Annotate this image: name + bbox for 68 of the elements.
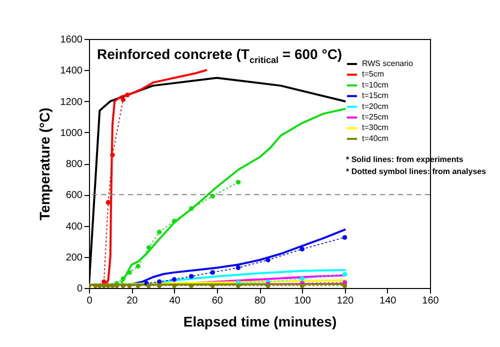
point	[97, 283, 102, 288]
point	[342, 272, 348, 277]
text: Reinforced concrete (T$_{critical}$ = 600 °C)	[97, 46, 342, 65]
point	[236, 265, 241, 270]
point	[127, 283, 132, 288]
point	[156, 230, 162, 234]
legend-label: t=30cm	[362, 123, 389, 132]
point	[156, 283, 162, 288]
point	[172, 277, 177, 282]
x-tick-label: 80	[254, 296, 266, 306]
legend-label: t=40cm	[362, 134, 389, 143]
y-tick-label: 1000	[60, 128, 83, 139]
y-tick-label: 400	[66, 221, 83, 232]
point	[188, 283, 194, 288]
point	[102, 279, 106, 284]
x-tick-label: 140	[380, 296, 397, 306]
legend-label: t=15cm	[362, 91, 389, 100]
legend-label: t=20cm	[362, 102, 389, 111]
y-axis-title: Temperature (°C)	[36, 108, 52, 220]
x-axis-title: Elapsed time (minutes)	[183, 314, 337, 330]
x-tick-label: 100	[294, 296, 312, 306]
point	[342, 235, 348, 240]
x-tick-label: 0	[86, 296, 93, 306]
point	[110, 152, 115, 158]
point	[236, 180, 241, 185]
y-tick-label: 1400	[60, 66, 83, 77]
y-tick-label: 600	[66, 190, 83, 202]
y-tick-label: 200	[66, 252, 83, 264]
annotation: * Dotted symbol lines: from analyses	[346, 167, 487, 176]
y-tick-label: 800	[66, 159, 83, 170]
point	[120, 283, 126, 288]
point	[172, 283, 177, 288]
x-tick-label: 40	[169, 296, 181, 306]
point	[93, 283, 98, 288]
point	[146, 245, 152, 250]
point	[342, 283, 348, 288]
point	[210, 283, 215, 288]
point	[125, 92, 130, 98]
point	[136, 283, 140, 288]
point	[210, 270, 215, 275]
point	[127, 270, 132, 275]
x-tick-label: 60	[212, 296, 224, 306]
x-tick-label: 160	[422, 296, 440, 306]
point	[136, 264, 140, 269]
point	[188, 206, 194, 211]
y-tick-label: 1600	[60, 34, 83, 46]
y-tick-label: 1200	[60, 96, 83, 108]
y-tick-label: 0	[76, 284, 83, 294]
legend-label: t=10cm	[362, 80, 389, 90]
legend-label: t=25cm	[362, 112, 389, 122]
point	[106, 200, 111, 205]
point	[120, 97, 126, 102]
legend-label: RWS scenario	[362, 59, 414, 68]
point	[102, 283, 106, 288]
point	[236, 283, 241, 288]
point	[300, 246, 304, 252]
point	[106, 283, 111, 288]
point	[188, 274, 194, 279]
point	[120, 276, 126, 282]
x-tick-label: 120	[336, 296, 354, 306]
x-tick-label: 20	[126, 296, 138, 306]
point	[146, 283, 152, 288]
point	[110, 283, 115, 288]
point	[266, 258, 270, 262]
point	[156, 279, 162, 284]
point	[300, 276, 304, 282]
legend-label: t=5cm	[362, 70, 384, 79]
point	[172, 218, 177, 224]
